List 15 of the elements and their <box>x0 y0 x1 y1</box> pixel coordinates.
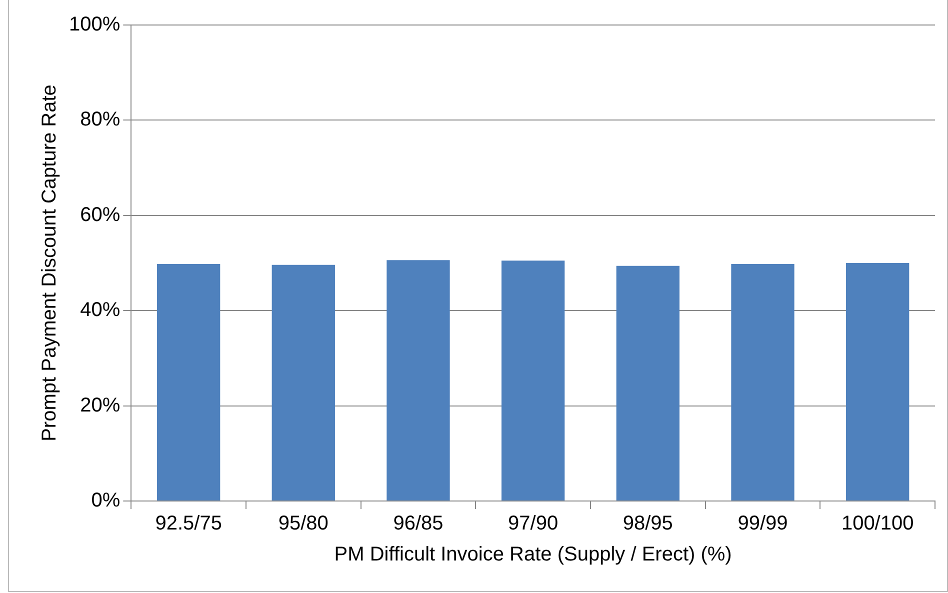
x-tick-label: 96/85 <box>393 512 444 535</box>
x-tick-label: 99/99 <box>738 512 788 535</box>
x-axis-title: PM Difficult Invoice Rate (Supply / Erect) (%) <box>334 544 732 566</box>
y-tick-label: 100% <box>68 14 120 36</box>
x-tick-label: 98/95 <box>622 512 673 535</box>
y-axis-title: Prompt Payment Discount Capture Rate <box>38 84 61 442</box>
x-tick-label: 97/90 <box>508 512 558 535</box>
x-tick-label: 92.5/75 <box>155 512 222 535</box>
y-tick-label: 40% <box>80 299 120 322</box>
y-tick-label: 80% <box>80 108 120 131</box>
y-tick-label: 20% <box>80 394 120 416</box>
y-tick-label: 0% <box>91 490 120 512</box>
x-tick-label: 100/100 <box>841 512 914 535</box>
y-tick-label: 60% <box>80 204 120 226</box>
x-tick-label: 95/80 <box>278 512 328 535</box>
